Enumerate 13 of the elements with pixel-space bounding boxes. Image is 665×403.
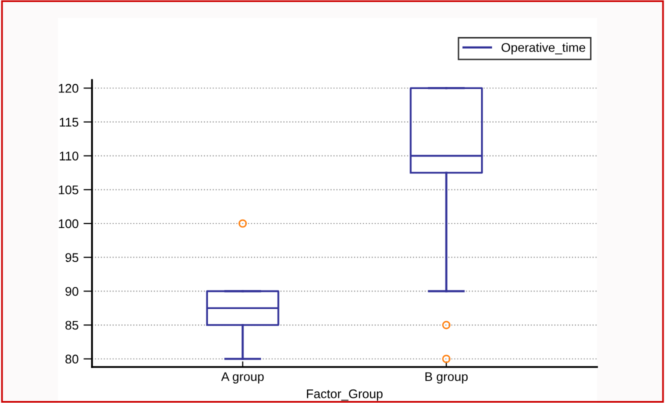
y-tick-label: 105 — [58, 185, 78, 194]
y-tick-label: 90 — [65, 286, 78, 296]
legend-label: Operative_time — [502, 42, 586, 54]
y-tick-label: 85 — [65, 320, 78, 330]
y-tick-label: 115 — [60, 118, 78, 127]
y-tick-label: 95 — [65, 253, 78, 262]
x-tick-label: A group — [221, 372, 264, 384]
x-axis-title: Factor_Group — [306, 389, 383, 401]
x-tick-label: B group — [425, 372, 468, 384]
y-tick-label: 80 — [65, 354, 78, 364]
y-tick-label: 100 — [58, 219, 78, 228]
y-tick-label: 120 — [58, 84, 78, 93]
y-tick-label: 110 — [60, 152, 78, 160]
